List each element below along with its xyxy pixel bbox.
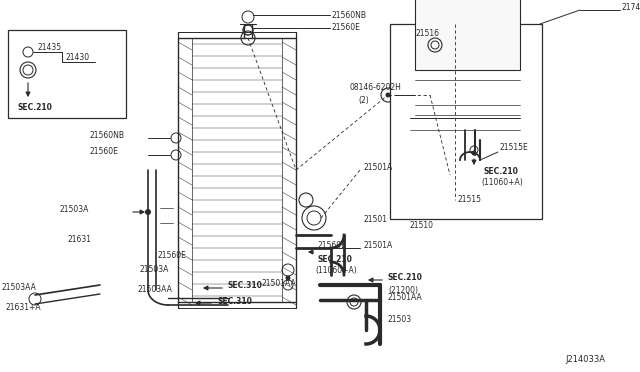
Text: 21560E: 21560E bbox=[318, 241, 347, 250]
Text: 21560E: 21560E bbox=[332, 23, 361, 32]
Text: 21430: 21430 bbox=[65, 54, 89, 62]
Text: 21631: 21631 bbox=[68, 235, 92, 244]
Text: 21503AA: 21503AA bbox=[2, 283, 37, 292]
Text: 08146-6202H: 08146-6202H bbox=[350, 83, 402, 93]
Text: SEC.310: SEC.310 bbox=[217, 296, 252, 305]
Text: 21510: 21510 bbox=[410, 221, 434, 230]
Text: 21560NB: 21560NB bbox=[90, 131, 125, 140]
Text: 21560E: 21560E bbox=[157, 251, 186, 260]
Circle shape bbox=[386, 93, 390, 97]
Text: 21503AA: 21503AA bbox=[138, 285, 173, 295]
Text: 21501AA: 21501AA bbox=[262, 279, 297, 288]
Text: (2): (2) bbox=[358, 96, 369, 105]
Text: SEC.210: SEC.210 bbox=[483, 167, 518, 176]
Text: 21515: 21515 bbox=[458, 196, 482, 205]
Bar bbox=[8, 30, 126, 118]
Text: 21560E: 21560E bbox=[90, 148, 119, 157]
Text: 21501A: 21501A bbox=[363, 164, 392, 173]
Text: SEC.310: SEC.310 bbox=[228, 282, 263, 291]
Text: 21631+A: 21631+A bbox=[5, 304, 40, 312]
Text: 21515E: 21515E bbox=[500, 144, 529, 153]
Text: 21560NB: 21560NB bbox=[332, 10, 367, 19]
Text: SEC.210: SEC.210 bbox=[388, 273, 423, 282]
Text: 21501: 21501 bbox=[363, 215, 387, 224]
Text: SEC.210: SEC.210 bbox=[318, 256, 353, 264]
Circle shape bbox=[145, 209, 150, 215]
Text: (11060+A): (11060+A) bbox=[481, 177, 523, 186]
Text: 21503: 21503 bbox=[388, 315, 412, 324]
Bar bbox=[390, 24, 542, 219]
Text: SEC.210: SEC.210 bbox=[18, 103, 53, 112]
Text: (11060+A): (11060+A) bbox=[315, 266, 356, 275]
Text: 21516: 21516 bbox=[415, 29, 439, 38]
Circle shape bbox=[286, 276, 290, 280]
Text: 21501A: 21501A bbox=[363, 241, 392, 250]
Text: 21435: 21435 bbox=[37, 44, 61, 52]
Circle shape bbox=[472, 151, 476, 155]
Text: 21503A: 21503A bbox=[60, 205, 90, 215]
Text: (21200): (21200) bbox=[388, 285, 418, 295]
Text: J214033A: J214033A bbox=[565, 356, 605, 365]
Bar bbox=[415, 0, 520, 70]
Text: 21503A: 21503A bbox=[140, 266, 170, 275]
Text: 21501AA: 21501AA bbox=[388, 294, 423, 302]
Text: 21742: 21742 bbox=[622, 3, 640, 13]
